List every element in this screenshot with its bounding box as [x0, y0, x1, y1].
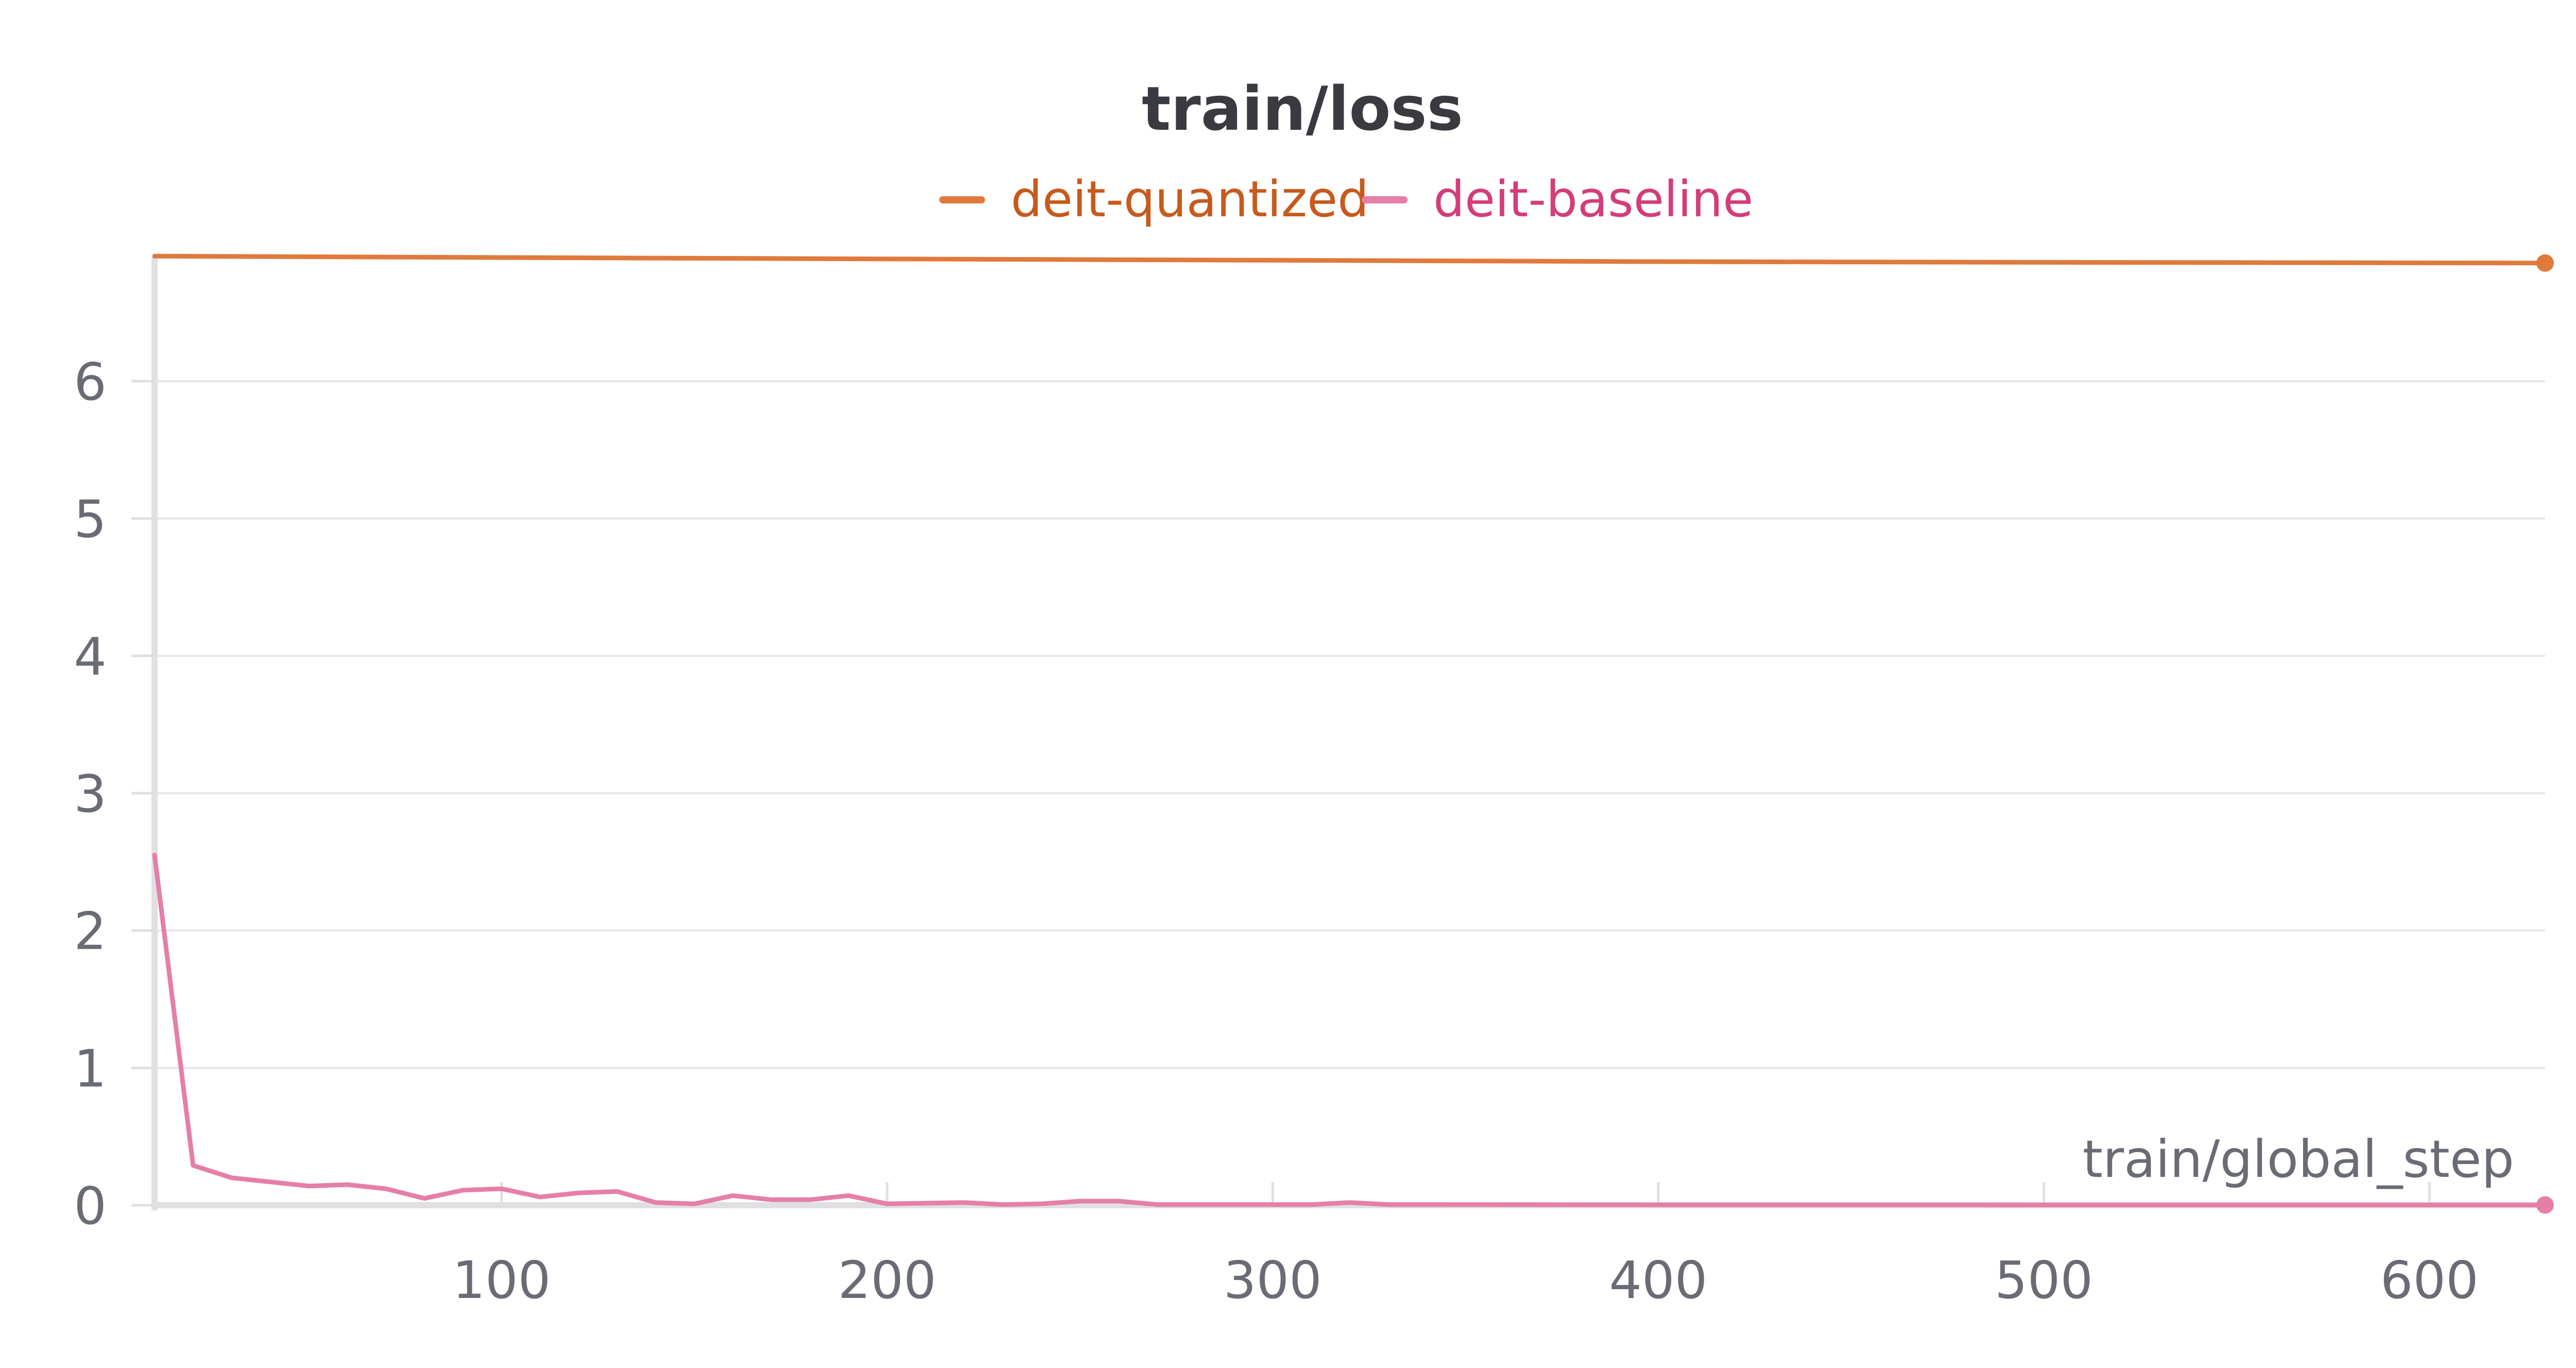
x-axis-ticks: 100 200 300 400 500 600	[452, 1182, 2479, 1310]
x-tick-label: 300	[1224, 1250, 1322, 1310]
y-tick-label: 0	[74, 1176, 107, 1236]
y-axis-ticks: 0 1 2 3 4 5 6	[74, 352, 155, 1236]
series-line-deit-baseline	[152, 852, 2548, 1207]
series-end-marker-deit-quantized	[2536, 254, 2554, 272]
x-tick-label: 200	[838, 1250, 936, 1310]
chart-title: train/loss	[1142, 73, 1463, 144]
x-axis-label: train/global_step	[2082, 1129, 2514, 1189]
y-tick-label: 4	[74, 626, 107, 687]
gridlines	[155, 380, 2545, 1069]
y-tick-label: 3	[74, 764, 107, 824]
series-lines	[152, 253, 2554, 1214]
x-tick-label: 500	[1995, 1250, 2093, 1310]
series-line-deit-quantized	[152, 253, 2548, 266]
legend-label: deit-baseline	[1433, 170, 1753, 228]
y-tick-label: 6	[74, 352, 107, 412]
series-end-marker-deit-baseline	[2536, 1196, 2554, 1214]
legend: deit-quantized deit-baseline	[939, 170, 1753, 228]
legend-label: deit-quantized	[1011, 170, 1369, 228]
x-tick-label: 600	[2380, 1250, 2479, 1310]
legend-item-deit-baseline[interactable]: deit-baseline	[1362, 170, 1753, 228]
y-tick-label: 1	[74, 1038, 107, 1099]
x-tick-label: 100	[452, 1250, 551, 1310]
y-tick-label: 2	[74, 901, 107, 962]
x-tick-label: 400	[1609, 1250, 1707, 1310]
y-tick-label: 5	[74, 489, 107, 550]
legend-item-deit-quantized[interactable]: deit-quantized	[939, 170, 1369, 228]
